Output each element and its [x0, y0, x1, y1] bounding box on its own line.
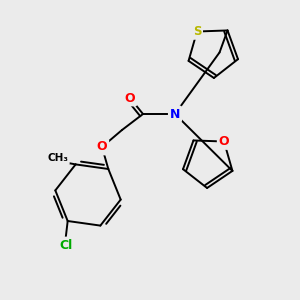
Text: CH₃: CH₃: [47, 153, 68, 164]
Text: Cl: Cl: [59, 238, 72, 251]
Text: O: O: [219, 135, 229, 148]
Text: S: S: [193, 25, 201, 38]
Text: O: O: [125, 92, 135, 104]
Text: N: N: [170, 107, 180, 121]
Text: O: O: [97, 140, 107, 154]
